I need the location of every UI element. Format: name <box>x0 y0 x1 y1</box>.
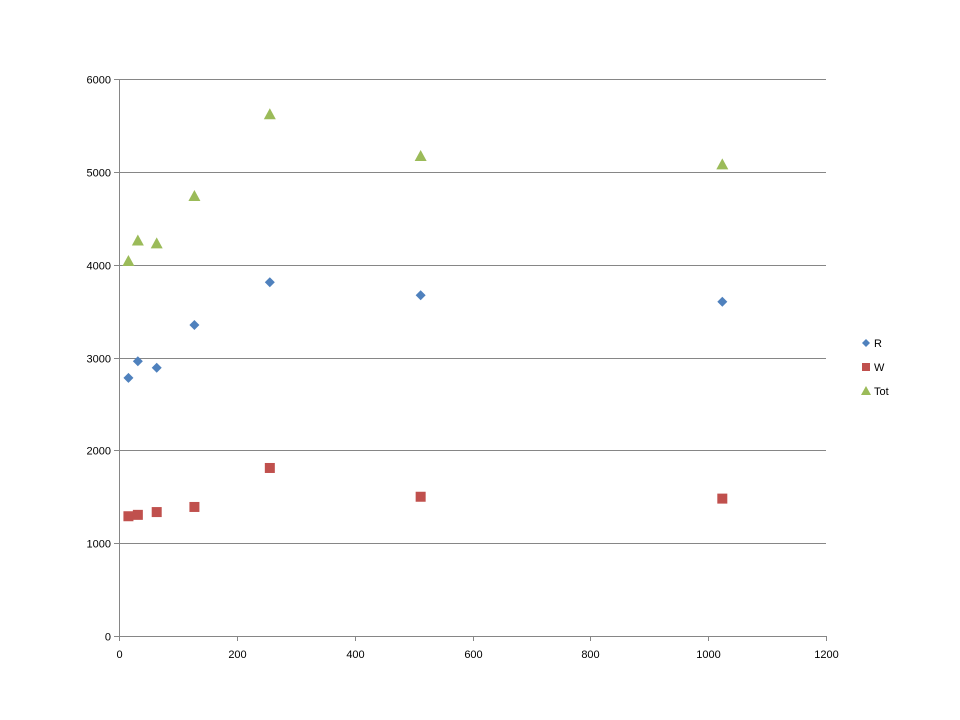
x-tick-label: 1200 <box>814 649 838 661</box>
legend-marker <box>862 363 870 371</box>
data-point-tot <box>122 254 135 266</box>
y-tick-label: 4000 <box>87 261 111 273</box>
series-w <box>123 462 728 522</box>
data-point-tot <box>414 150 427 162</box>
data-point-w <box>717 493 728 504</box>
data-point-w <box>264 462 275 473</box>
x-tick-label: 200 <box>228 649 246 661</box>
data-point-tot <box>263 108 276 120</box>
data-point-w <box>151 507 162 518</box>
series-tot <box>122 108 729 266</box>
x-tick-labels: 0 200 400 600 800 1000 1200 <box>116 649 838 661</box>
x-tick-label: 800 <box>581 649 599 661</box>
x-tick-label: 400 <box>346 649 364 661</box>
y-tick-label: 2000 <box>87 446 111 458</box>
y-tick-label: 0 <box>105 632 111 644</box>
legend-label: Tot <box>874 386 889 398</box>
y-tick-labels: 0 1000 2000 3000 4000 5000 6000 <box>87 75 111 644</box>
data-point-tot <box>716 158 729 170</box>
data-point-tot <box>150 237 163 249</box>
data-point-tot <box>131 234 144 246</box>
data-point-w <box>132 509 143 520</box>
data-point-r <box>151 362 162 373</box>
legend: RW Tot <box>861 338 889 398</box>
legend-label: R <box>874 338 882 350</box>
data-point-w <box>123 511 134 522</box>
data-point-r <box>264 277 275 288</box>
x-tick-label: 1000 <box>696 649 720 661</box>
data-point-w <box>189 501 200 512</box>
x-tick-label: 0 <box>116 649 122 661</box>
legend-label: W <box>874 362 885 374</box>
data-points <box>122 108 729 522</box>
legend-entry-w: W <box>862 362 885 374</box>
data-point-r <box>717 296 728 307</box>
y-tick-label: 3000 <box>87 354 111 366</box>
data-point-w <box>415 491 426 502</box>
y-tick-label: 5000 <box>87 168 111 180</box>
data-point-r <box>415 290 426 301</box>
data-point-r <box>123 372 134 383</box>
legend-entry-r: R <box>862 338 882 350</box>
axes <box>114 79 827 641</box>
data-point-r <box>132 356 143 367</box>
legend-marker <box>861 386 871 395</box>
data-point-tot <box>188 189 201 201</box>
legend-entry-tot: Tot <box>861 386 889 398</box>
series-r <box>123 277 728 383</box>
gridlines <box>119 79 826 544</box>
legend-marker <box>862 339 870 347</box>
x-tick-label: 600 <box>464 649 482 661</box>
y-tick-label: 1000 <box>87 539 111 551</box>
y-tick-label: 6000 <box>87 75 111 87</box>
data-point-r <box>189 320 200 331</box>
